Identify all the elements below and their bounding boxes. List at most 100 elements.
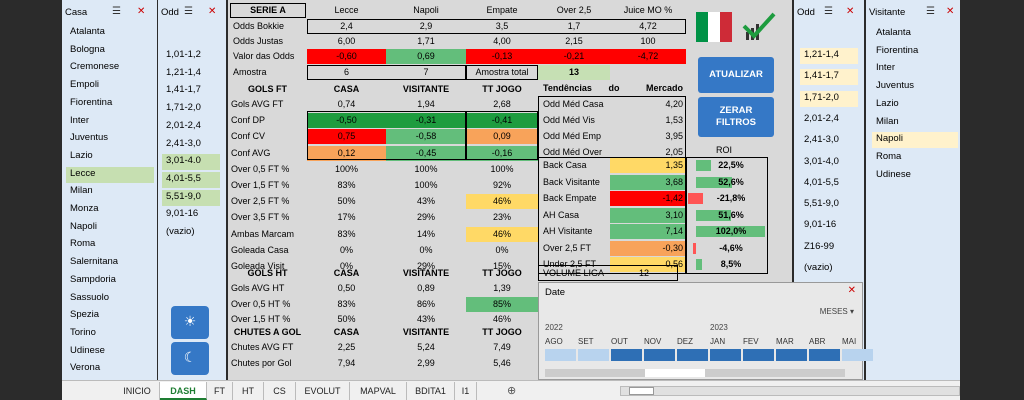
- home-odd-item[interactable]: 1,41-1,7: [166, 84, 201, 96]
- horizontal-scrollbar[interactable]: [620, 386, 960, 396]
- home-team-item[interactable]: Sassuolo: [70, 291, 110, 303]
- multiselect-icon[interactable]: ☰: [926, 6, 935, 17]
- month-bar[interactable]: [677, 349, 708, 361]
- timeline-year-2022: 2022: [545, 323, 563, 332]
- timeline-period[interactable]: MESES ▾: [819, 307, 854, 316]
- dark-mode-button[interactable]: ☾: [171, 342, 209, 375]
- stat-value: 0,74: [337, 99, 356, 109]
- month-bar[interactable]: [644, 349, 675, 361]
- away-team-item[interactable]: Atalanta: [876, 27, 911, 38]
- home-team-item[interactable]: Bologna: [70, 43, 105, 55]
- multiselect-icon[interactable]: ☰: [824, 6, 833, 17]
- home-team-item[interactable]: Atalanta: [70, 26, 105, 37]
- home-team-item[interactable]: Monza: [70, 203, 99, 214]
- away-team-item[interactable]: Napoli: [872, 132, 958, 149]
- sheet-tab[interactable]: INICIO: [115, 382, 160, 400]
- away-team-item[interactable]: Udinese: [876, 168, 911, 180]
- multiselect-icon[interactable]: ☰: [112, 6, 121, 17]
- away-team-item[interactable]: Roma: [876, 150, 902, 162]
- month-bar[interactable]: [842, 349, 873, 361]
- away-odd-item[interactable]: 9,01-16: [804, 219, 837, 231]
- away-odd-item[interactable]: 2,41-3,0: [804, 134, 839, 146]
- sheet-tab[interactable]: MAPVAL: [350, 382, 407, 400]
- sheet-tab[interactable]: EVOLUT: [296, 382, 350, 400]
- home-team-item[interactable]: Udinese: [70, 344, 105, 356]
- month-bar[interactable]: [545, 349, 576, 361]
- market-profit: 3,10: [610, 207, 686, 223]
- clear-filters-button[interactable]: ZERAR FILTROS: [698, 97, 774, 137]
- stat-value: 0%: [339, 261, 353, 271]
- month-label: MAR: [776, 337, 794, 346]
- sheet-tab[interactable]: HT: [233, 382, 264, 400]
- home-team-item[interactable]: Torino: [70, 326, 96, 338]
- home-odd-item[interactable]: 2,41-3,0: [166, 137, 201, 149]
- stat-value: 1,39: [493, 283, 511, 293]
- home-team-item[interactable]: Lecce: [66, 166, 154, 183]
- clear-filter-icon[interactable]: ✕: [946, 6, 955, 17]
- month-label: SET: [578, 337, 594, 346]
- home-team-item[interactable]: Milan: [70, 185, 93, 197]
- home-team-item[interactable]: Sampdoria: [70, 273, 116, 285]
- sheet-tab[interactable]: DASH: [160, 382, 207, 400]
- month-bar[interactable]: [578, 349, 609, 361]
- clear-filter-icon[interactable]: ✕: [847, 285, 856, 296]
- home-odd-item[interactable]: 1,01-1,2: [166, 49, 201, 60]
- home-team-item[interactable]: Spezia: [70, 309, 100, 321]
- away-odd-item[interactable]: (vazio): [804, 262, 833, 273]
- home-team-item[interactable]: Lazio: [70, 149, 93, 161]
- clear-filter-icon[interactable]: ✕: [137, 6, 146, 17]
- away-odd-item[interactable]: 1,71-2,0: [800, 90, 858, 107]
- home-odd-item[interactable]: 1,21-1,4: [166, 66, 201, 78]
- home-odd-item[interactable]: 2,01-2,4: [166, 119, 201, 131]
- clear-filter-icon[interactable]: ✕: [208, 6, 217, 17]
- home-team-item[interactable]: Juventus: [70, 132, 109, 144]
- trend-do: do: [608, 83, 620, 93]
- away-odd-item[interactable]: 3,01-4,0: [804, 155, 839, 167]
- add-sheet-icon[interactable]: ⊕: [507, 385, 517, 397]
- stat-value: -0,16: [466, 145, 538, 161]
- away-team-item[interactable]: Inter: [876, 62, 896, 74]
- home-odd-item[interactable]: 3,01-4.0: [162, 154, 220, 171]
- away-odd-item[interactable]: 2,01-2,4: [804, 112, 839, 124]
- clear-filter-icon[interactable]: ✕: [846, 6, 855, 17]
- home-odd-item[interactable]: 9,01-16: [166, 208, 199, 220]
- away-team-item[interactable]: Fiorentina: [876, 44, 919, 56]
- date-timeline[interactable]: Date ✕ MESES ▾ 2022 2023 AGO SET OUT NOV DEZ…: [538, 282, 873, 380]
- away-odd-item[interactable]: 5,51-9,0: [804, 198, 839, 210]
- stat-label: Chutes AVG FT: [231, 342, 294, 352]
- sheet-tab[interactable]: I1: [455, 382, 477, 400]
- sheet-tab[interactable]: BDITA1: [407, 382, 455, 400]
- home-odd-item[interactable]: 5,51-9,0: [162, 189, 220, 206]
- timeline-scrollbar[interactable]: [545, 369, 845, 377]
- home-odd-item[interactable]: 1,71-2,0: [166, 102, 201, 114]
- multiselect-icon[interactable]: ☰: [184, 6, 193, 17]
- month-bar[interactable]: [743, 349, 774, 361]
- month-bar[interactable]: [611, 349, 642, 361]
- home-team-item[interactable]: Empoli: [70, 79, 100, 91]
- home-team-item[interactable]: Fiorentina: [70, 96, 113, 108]
- home-team-item[interactable]: Verona: [70, 362, 101, 374]
- sheet-tab[interactable]: CS: [264, 382, 296, 400]
- home-odd-item[interactable]: (vazio): [166, 226, 195, 237]
- home-team-item[interactable]: Inter: [70, 114, 90, 126]
- light-mode-button[interactable]: ☀: [171, 306, 209, 339]
- month-bar[interactable]: [809, 349, 840, 361]
- month-bar[interactable]: [710, 349, 741, 361]
- month-bar[interactable]: [776, 349, 807, 361]
- home-team-item[interactable]: Roma: [70, 238, 96, 250]
- away-odd-item[interactable]: 1,41-1,7: [800, 69, 858, 86]
- home-odd-item[interactable]: 4,01-5,5: [162, 171, 220, 188]
- away-odd-item[interactable]: 4,01-5,5: [804, 176, 839, 188]
- home-team-item[interactable]: Cremonese: [70, 61, 120, 73]
- away-odd-item[interactable]: 1,21-1,4: [800, 48, 858, 64]
- away-odd-item[interactable]: Z16-99: [804, 240, 835, 252]
- away-team-item[interactable]: Juventus: [876, 80, 915, 92]
- update-button[interactable]: ATUALIZAR: [698, 57, 774, 93]
- away-team-item[interactable]: Lazio: [876, 97, 899, 109]
- home-team-item[interactable]: Napoli: [70, 220, 97, 232]
- home-team-item[interactable]: Salernitana: [70, 256, 119, 268]
- odds-value: 6,00: [337, 36, 356, 46]
- odds-row-label: Odds Justas: [233, 36, 284, 46]
- away-team-item[interactable]: Milan: [876, 115, 899, 127]
- sheet-tab[interactable]: FT: [207, 382, 233, 400]
